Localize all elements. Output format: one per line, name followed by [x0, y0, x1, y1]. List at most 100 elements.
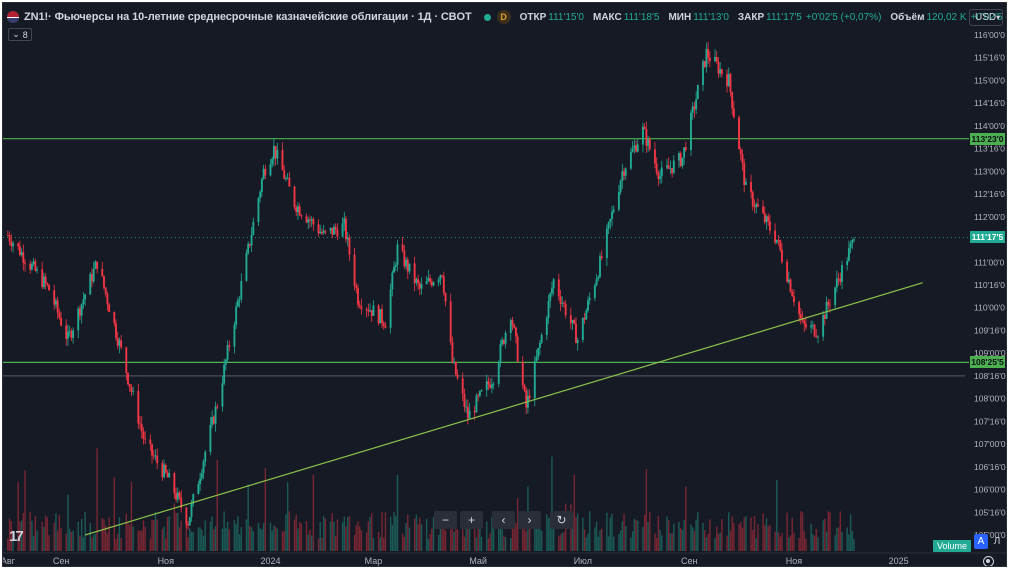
chart-canvas[interactable]: 116'00'0 115'16'0 115'00'0 114'16'0 114'00'0… [3, 3, 1007, 567]
candle-body [846, 260, 849, 266]
volume-bar [755, 538, 757, 551]
volume-bar [685, 486, 687, 551]
volume-bar [657, 515, 660, 551]
volume-bar [597, 536, 599, 551]
volume-bar [441, 526, 443, 551]
volume-bar [221, 528, 224, 551]
candle-body [490, 384, 493, 388]
zoom-in-button[interactable]: + [460, 511, 483, 529]
scroll-left-button[interactable]: ‹ [492, 511, 515, 529]
candle-body [509, 320, 512, 333]
volume-bar [117, 533, 119, 551]
candle-body [199, 478, 202, 485]
volume-bar [104, 525, 107, 551]
indicators-collapse-button[interactable]: ⌄ 8 [8, 28, 32, 41]
scroll-right-button[interactable]: › [518, 511, 541, 529]
candle-body [781, 249, 783, 262]
candle-body [345, 218, 347, 240]
candle-body [130, 387, 133, 392]
volume-bar [118, 517, 121, 551]
candle-body [101, 268, 104, 276]
volume-bar [94, 533, 97, 551]
volume-bar [96, 448, 98, 551]
candle-body [564, 303, 567, 316]
volume-bar [516, 498, 519, 551]
volume-bar [707, 533, 709, 551]
candle-body [777, 239, 780, 241]
volume-bar [12, 532, 14, 551]
candle-body [593, 285, 596, 298]
volume-bar [396, 474, 399, 551]
volume-bar [609, 517, 612, 551]
candle-body [389, 289, 392, 328]
candle-body [715, 56, 718, 62]
candle-body [468, 410, 471, 419]
candle-body [693, 106, 696, 110]
zoom-out-button[interactable]: − [434, 511, 457, 529]
price-axis-label: 110'00'0 [974, 303, 1005, 313]
candle-body [635, 145, 637, 152]
volume-bar [729, 530, 732, 551]
candle-body [283, 170, 286, 179]
auto-scale-button[interactable]: A [974, 534, 988, 549]
tradingview-logo-icon[interactable]: 17 [9, 528, 24, 545]
volume-bar [587, 533, 589, 551]
candle-body [284, 178, 287, 180]
candle-body [533, 361, 536, 399]
volume-bar [173, 503, 176, 551]
symbol-ticker[interactable]: ZN1! [24, 11, 49, 23]
candle-body [847, 248, 850, 261]
volume-pane-label: Volume [933, 540, 972, 552]
indicator-count: 8 [22, 29, 28, 40]
candle-body [633, 145, 636, 149]
candle-body [113, 312, 116, 324]
candle-body [739, 149, 742, 154]
candle-body [502, 339, 505, 344]
candle-body [456, 374, 459, 379]
candle-body [545, 317, 548, 336]
volume-bar [453, 531, 455, 551]
volume-bar [245, 519, 248, 551]
candle-body [643, 126, 646, 129]
volume-bar [32, 535, 35, 551]
volume-bar [607, 536, 610, 551]
candle-body [58, 312, 61, 318]
candle-body [714, 56, 716, 62]
candle-body [365, 309, 368, 311]
candle-body [322, 230, 325, 234]
reset-chart-button[interactable]: ↻ [550, 511, 573, 529]
candle-body [732, 108, 735, 118]
candle-body [647, 138, 650, 146]
log-scale-button[interactable]: Л [993, 536, 1001, 547]
candle-body [204, 451, 207, 462]
candle-body [310, 219, 313, 221]
candle-body [755, 204, 758, 208]
gear-icon[interactable] [983, 556, 994, 566]
volume-bar [240, 527, 242, 551]
candle-body [823, 314, 826, 319]
candle-body [187, 524, 190, 526]
symbol-title[interactable]: · Фьючерсы на 10-летние среднесрочные ка… [48, 11, 472, 23]
candle-body [236, 300, 239, 307]
volume-bar [187, 537, 189, 551]
volume-bar [547, 518, 550, 551]
volume-bar [846, 527, 848, 551]
candle-body [841, 265, 843, 282]
volume-bar [130, 481, 133, 551]
volume-bar [623, 513, 625, 551]
volume-bar [455, 517, 457, 551]
volume-bar [347, 517, 349, 551]
volume-bar [427, 538, 430, 551]
candle-body [738, 117, 740, 150]
volume-bar [343, 516, 345, 551]
candle-body [405, 259, 408, 267]
dividend-badge[interactable]: D [496, 10, 511, 24]
candle-body [523, 385, 526, 391]
currency-select[interactable]: USD ▾ [969, 9, 1003, 26]
volume-bar [389, 516, 392, 551]
open-label: ОТКР [519, 11, 547, 23]
volume-bar [691, 527, 694, 551]
volume-bar [395, 515, 397, 551]
volume-bar [137, 530, 140, 551]
volume-bar [153, 520, 155, 551]
